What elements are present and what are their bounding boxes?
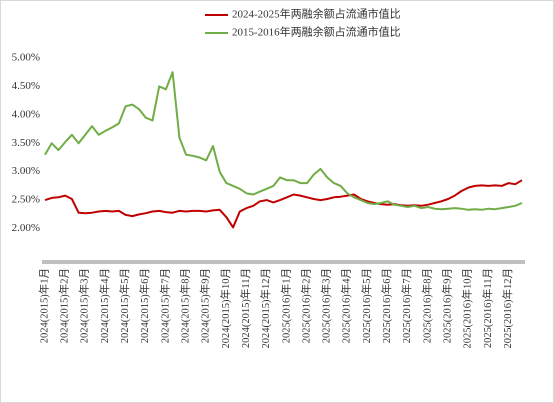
series-line	[44, 71, 523, 211]
y-tick-label: 4.00%	[12, 108, 40, 120]
x-tick-label: 2025(2016)年7月	[400, 268, 413, 343]
x-tick-label: 2025(2016)年2月	[299, 268, 312, 343]
y-tick-label: 3.00%	[12, 165, 40, 177]
x-tick-label: 2024(2015)年2月	[58, 268, 71, 343]
x-tick-label: 2024(2015)年9月	[199, 268, 212, 343]
x-tick-label: 2024(2015)年1月	[37, 268, 50, 343]
y-tick-label: 2.50%	[12, 194, 40, 206]
legend-label: 2015-2016年两融余额占流通市值比	[232, 25, 401, 39]
x-tick-label: 2025(2016)年11月	[481, 268, 494, 348]
x-tick-label: 2024(2015)年8月	[178, 268, 191, 343]
x-tick-label: 2024(2015)年10月	[219, 268, 232, 349]
y-tick-label: 5.00%	[12, 52, 40, 64]
x-tick-label: 2024(2015)年7月	[158, 268, 171, 343]
x-tick-label: 2024(2015)年5月	[118, 268, 131, 343]
y-tick-label: 2.00%	[12, 222, 40, 234]
x-tick-label: 2025(2016)年6月	[380, 268, 393, 343]
x-tick-label: 2024(2015)年11月	[239, 268, 252, 348]
x-tick-label: 2025(2016)年9月	[441, 268, 454, 343]
x-tick-label: 2025(2016)年5月	[360, 268, 373, 343]
x-tick-label: 2024(2015)年4月	[98, 268, 111, 343]
x-tick-label: 2025(2016)年8月	[420, 268, 433, 343]
y-tick-label: 3.50%	[12, 137, 40, 149]
x-tick-label: 2025(2016)年3月	[320, 268, 333, 343]
series-line	[44, 179, 523, 229]
x-tick-label: 2025(2016)年4月	[340, 268, 353, 343]
x-tick-label: 2025(2016)年1月	[279, 268, 292, 343]
legend-label: 2024-2025年两融余额占流通市值比	[232, 7, 401, 21]
y-tick-label: 4.50%	[12, 80, 40, 92]
x-tick-label: 2024(2015)年3月	[78, 268, 91, 343]
x-tick-label: 2024(2015)年6月	[138, 268, 151, 343]
x-tick-label: 2025(2016)年12月	[501, 268, 514, 349]
x-tick-label: 2024(2015)年12月	[259, 268, 272, 349]
x-tick-label: 2025(2016)年10月	[461, 268, 474, 349]
